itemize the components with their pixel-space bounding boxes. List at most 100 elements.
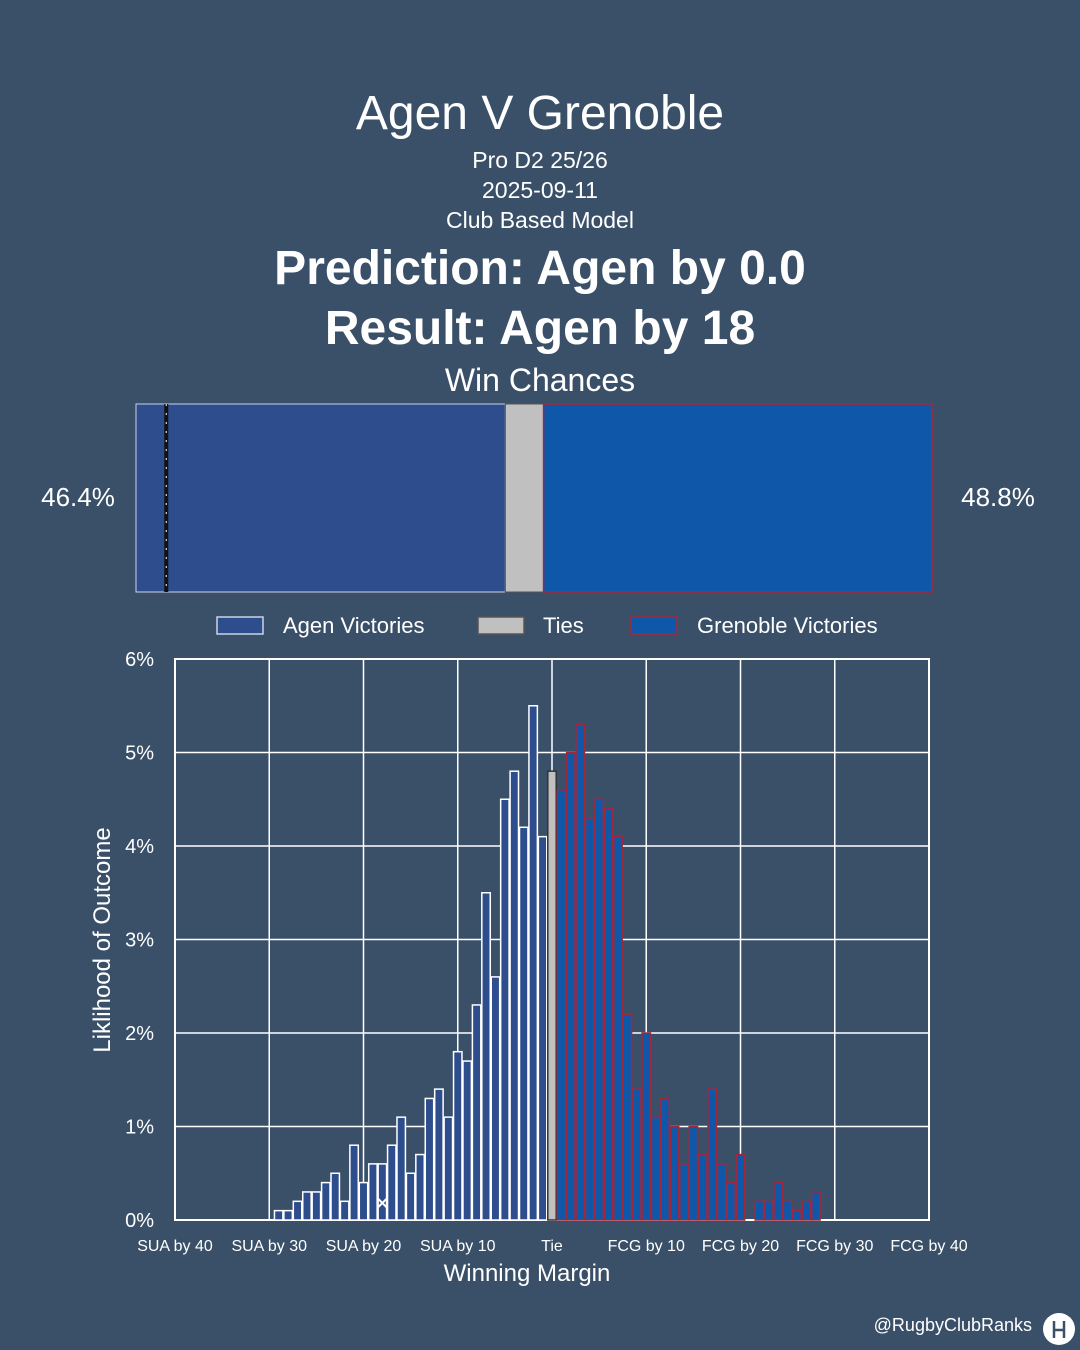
x-tick-label: Tie (541, 1238, 563, 1255)
result-text: Result: Agen by 18 (324, 302, 756, 355)
bar-grenoble (669, 1125, 680, 1221)
bar-grenoble (603, 807, 614, 1221)
bar-agen (386, 1144, 397, 1221)
match-date: 2025-09-11 (482, 177, 598, 203)
bar-agen (499, 798, 510, 1221)
bar-grenoble (792, 1209, 803, 1221)
bar-grenoble (584, 817, 595, 1221)
bar-agen (452, 1050, 463, 1221)
bar-agen (518, 826, 529, 1221)
bar-grenoble (650, 1116, 661, 1221)
bar-agen (292, 1200, 303, 1221)
x-tick-label: FCG by 40 (890, 1238, 967, 1255)
bar-agen (528, 705, 539, 1221)
bar-agen (462, 1060, 473, 1221)
bar-grenoble (575, 723, 586, 1221)
bar-grenoble (735, 1153, 746, 1221)
legend-grenoble-label: Grenoble Victories (697, 613, 878, 638)
bar-grenoble (697, 1153, 708, 1221)
x-tick-label: FCG by 30 (796, 1238, 873, 1255)
bar-agen (358, 1181, 369, 1221)
bar-agen (311, 1191, 322, 1221)
logo-icon (1043, 1313, 1075, 1345)
competition-label: Pro D2 25/26 (472, 147, 608, 173)
bar-grenoble (763, 1200, 774, 1221)
bar-grenoble (782, 1200, 793, 1221)
win-chances-label: Win Chances (444, 362, 636, 398)
y-tick-label: 4% (125, 836, 154, 858)
model-label: Club Based Model (446, 207, 634, 233)
bar-grenoble (726, 1181, 737, 1221)
y-tick-label: 1% (125, 1117, 154, 1139)
bar-grenoble (631, 1088, 642, 1221)
bar-agen (433, 1088, 444, 1221)
x-axis-label: Winning Margin (444, 1260, 611, 1287)
bar-agen (301, 1191, 312, 1221)
legend-ties-swatch (477, 616, 525, 635)
prediction-text: Prediction: Agen by 0.0 (274, 242, 806, 295)
actual-result-marker (376, 1197, 389, 1209)
y-tick-label: 3% (125, 930, 154, 952)
bar-grenoble (754, 1200, 765, 1221)
x-tick-label: FCG by 20 (702, 1238, 779, 1255)
bar-grenoble (641, 1032, 652, 1221)
legend-agen-label: Agen Victories (283, 613, 424, 638)
legend-agen-swatch (216, 616, 264, 635)
bar-agen (349, 1144, 360, 1221)
x-tick-label: SUA by 20 (326, 1238, 402, 1255)
bar-grenoble (716, 1163, 727, 1221)
bar-agen (537, 835, 548, 1221)
away-win-pct: 48.8% (961, 482, 1035, 512)
bar-agen (396, 1116, 407, 1221)
bar-tie (547, 770, 557, 1221)
home-win-segment (135, 403, 506, 593)
x-tick-label: SUA by 30 (231, 1238, 307, 1255)
bar-grenoble (565, 751, 576, 1221)
bar-agen (481, 892, 491, 1221)
bar-agen (330, 1172, 341, 1221)
bar-grenoble (678, 1163, 689, 1221)
bar-grenoble (773, 1181, 784, 1221)
away-win-segment (542, 403, 933, 593)
bar-grenoble (801, 1200, 812, 1221)
tie-segment (504, 403, 545, 593)
bar-agen (377, 1163, 388, 1221)
social-handle: @RugbyClubRanks (873, 1315, 1032, 1335)
bar-grenoble (660, 1097, 671, 1221)
bar-agen (415, 1153, 426, 1221)
bar-agen (283, 1209, 294, 1221)
win-chance-bar: 46.4% 48.8% (41, 403, 1035, 593)
y-tick-label: 6% (125, 649, 154, 671)
bar-agen (424, 1097, 435, 1221)
bar-agen (273, 1209, 284, 1221)
y-tick-label: 5% (125, 743, 154, 765)
distribution-plot: SUA by 40 SUA by 30 SUA by 20 SUA by 10 Tie F… (89, 649, 968, 1287)
bar-agen (405, 1172, 416, 1221)
legend-grenoble-swatch (630, 616, 678, 635)
bar-grenoble (707, 1088, 718, 1221)
bar-agen (471, 1004, 482, 1221)
legend: Agen Victories Ties Grenoble Victories (216, 613, 878, 638)
bar-grenoble (594, 798, 605, 1221)
x-tick-label: SUA by 40 (137, 1238, 213, 1255)
home-win-pct: 46.4% (41, 482, 115, 512)
bar-grenoble (688, 1125, 699, 1221)
bar-agen (339, 1200, 350, 1221)
y-tick-label: 0% (125, 1210, 154, 1232)
chart-title: Agen V Grenoble (355, 87, 725, 140)
y-axis-label: Liklihood of Outcome (89, 827, 116, 1052)
bar-grenoble (556, 789, 567, 1221)
bar-agen (509, 770, 520, 1221)
legend-ties-label: Ties (543, 613, 584, 638)
y-tick-label: 2% (125, 1023, 154, 1045)
bar-grenoble (810, 1191, 821, 1221)
x-tick-label: FCG by 10 (608, 1238, 685, 1255)
bar-agen (320, 1181, 331, 1221)
bar-grenoble (622, 1013, 633, 1221)
x-tick-label: SUA by 10 (420, 1238, 496, 1255)
bar-agen (443, 1116, 454, 1221)
bar-grenoble (613, 835, 623, 1221)
bar-agen (490, 976, 501, 1221)
bar-agen (367, 1163, 378, 1221)
